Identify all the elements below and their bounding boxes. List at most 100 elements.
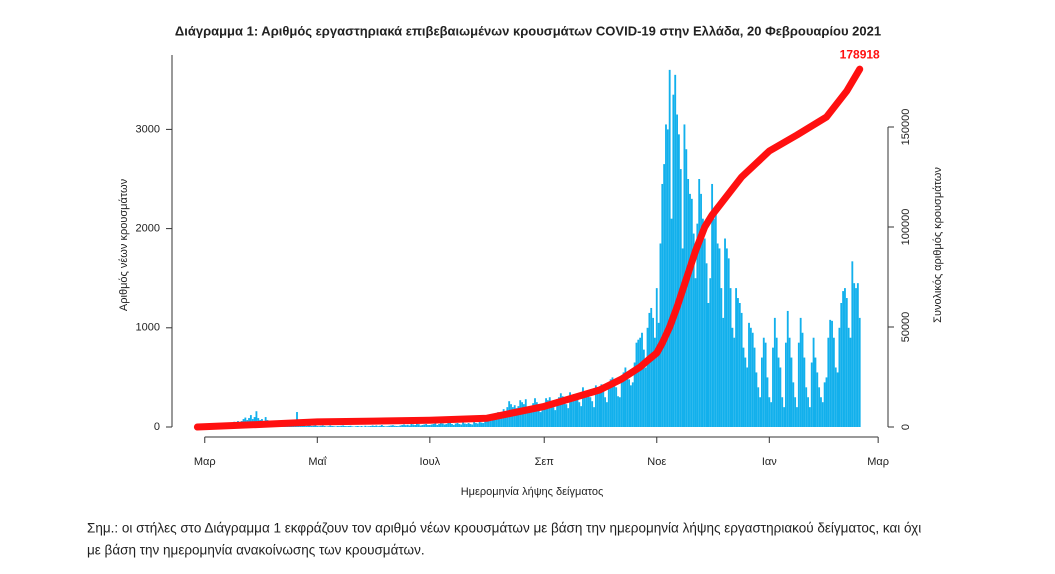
bar [323, 426, 326, 427]
bar [336, 426, 339, 427]
bar [412, 424, 415, 427]
bar [535, 402, 538, 427]
bar [554, 410, 557, 427]
bar [480, 422, 483, 427]
bar [406, 424, 409, 427]
bar [438, 424, 440, 427]
bar [580, 406, 583, 427]
bar [541, 410, 544, 427]
bar [794, 397, 797, 427]
bar [650, 307, 653, 427]
bar [425, 424, 428, 427]
bar [653, 337, 656, 427]
bar [615, 387, 618, 427]
bar [762, 337, 765, 427]
bar [460, 424, 463, 427]
bar [604, 397, 607, 427]
bar [491, 417, 494, 427]
bar [327, 426, 330, 427]
bar [786, 310, 789, 427]
bar [644, 367, 647, 427]
bar [548, 397, 551, 427]
bar [388, 425, 391, 427]
bar [451, 424, 453, 427]
bar [847, 327, 850, 427]
bar [456, 423, 459, 427]
bar [417, 424, 420, 427]
bar [820, 397, 822, 427]
bar [628, 379, 631, 427]
bar [445, 424, 448, 427]
bar [635, 342, 638, 427]
bar [801, 332, 804, 427]
bar [818, 387, 821, 427]
bar [390, 425, 393, 427]
bar [558, 397, 560, 427]
bar [395, 426, 398, 427]
bar [316, 426, 319, 427]
bar [687, 179, 690, 427]
bar [532, 403, 535, 427]
bar [375, 425, 378, 427]
bar [441, 423, 444, 427]
bar [500, 415, 503, 427]
bar [834, 367, 837, 427]
bar [414, 425, 417, 427]
bar [672, 94, 675, 428]
bar [744, 357, 747, 427]
bar [858, 317, 861, 427]
bar [552, 407, 555, 427]
bar [731, 327, 734, 427]
bar [783, 407, 785, 427]
bar [620, 375, 623, 427]
bar [772, 347, 774, 427]
bar [624, 367, 627, 427]
bar [523, 404, 525, 427]
bar [703, 238, 706, 427]
bar [600, 384, 603, 427]
bar [659, 243, 662, 427]
bar [475, 423, 477, 427]
bar [799, 317, 802, 427]
bar [759, 397, 762, 427]
bar [465, 424, 468, 427]
bar [530, 411, 533, 427]
bar [735, 288, 738, 427]
bar [392, 425, 394, 427]
bar [393, 425, 396, 427]
bar [454, 423, 457, 427]
bar [609, 379, 612, 427]
bar [587, 390, 590, 427]
bar [447, 423, 450, 427]
bar [377, 426, 380, 427]
bar [368, 426, 370, 427]
bar [478, 422, 481, 427]
bar [355, 426, 357, 427]
bar [755, 372, 758, 427]
bar [528, 409, 531, 427]
bar [716, 243, 719, 427]
bar [617, 396, 619, 427]
bar [666, 129, 669, 427]
bar [572, 394, 575, 427]
bar [803, 357, 806, 427]
bar [775, 337, 778, 427]
bar [631, 382, 634, 427]
bar [366, 426, 369, 427]
bar [543, 409, 546, 427]
bar [720, 288, 723, 427]
bar [345, 426, 348, 427]
y-tick-label: 1000 [136, 322, 160, 334]
bar [740, 312, 743, 427]
bar [692, 233, 695, 427]
bar [700, 193, 702, 427]
bar [423, 424, 426, 427]
bar [421, 425, 424, 427]
bar [607, 382, 610, 427]
bar [344, 426, 346, 427]
note-line: με βάση την ημερομηνία ανακοίνωσης των κ… [87, 543, 425, 558]
bar [511, 407, 514, 427]
bar [583, 392, 586, 427]
bar [576, 398, 579, 427]
